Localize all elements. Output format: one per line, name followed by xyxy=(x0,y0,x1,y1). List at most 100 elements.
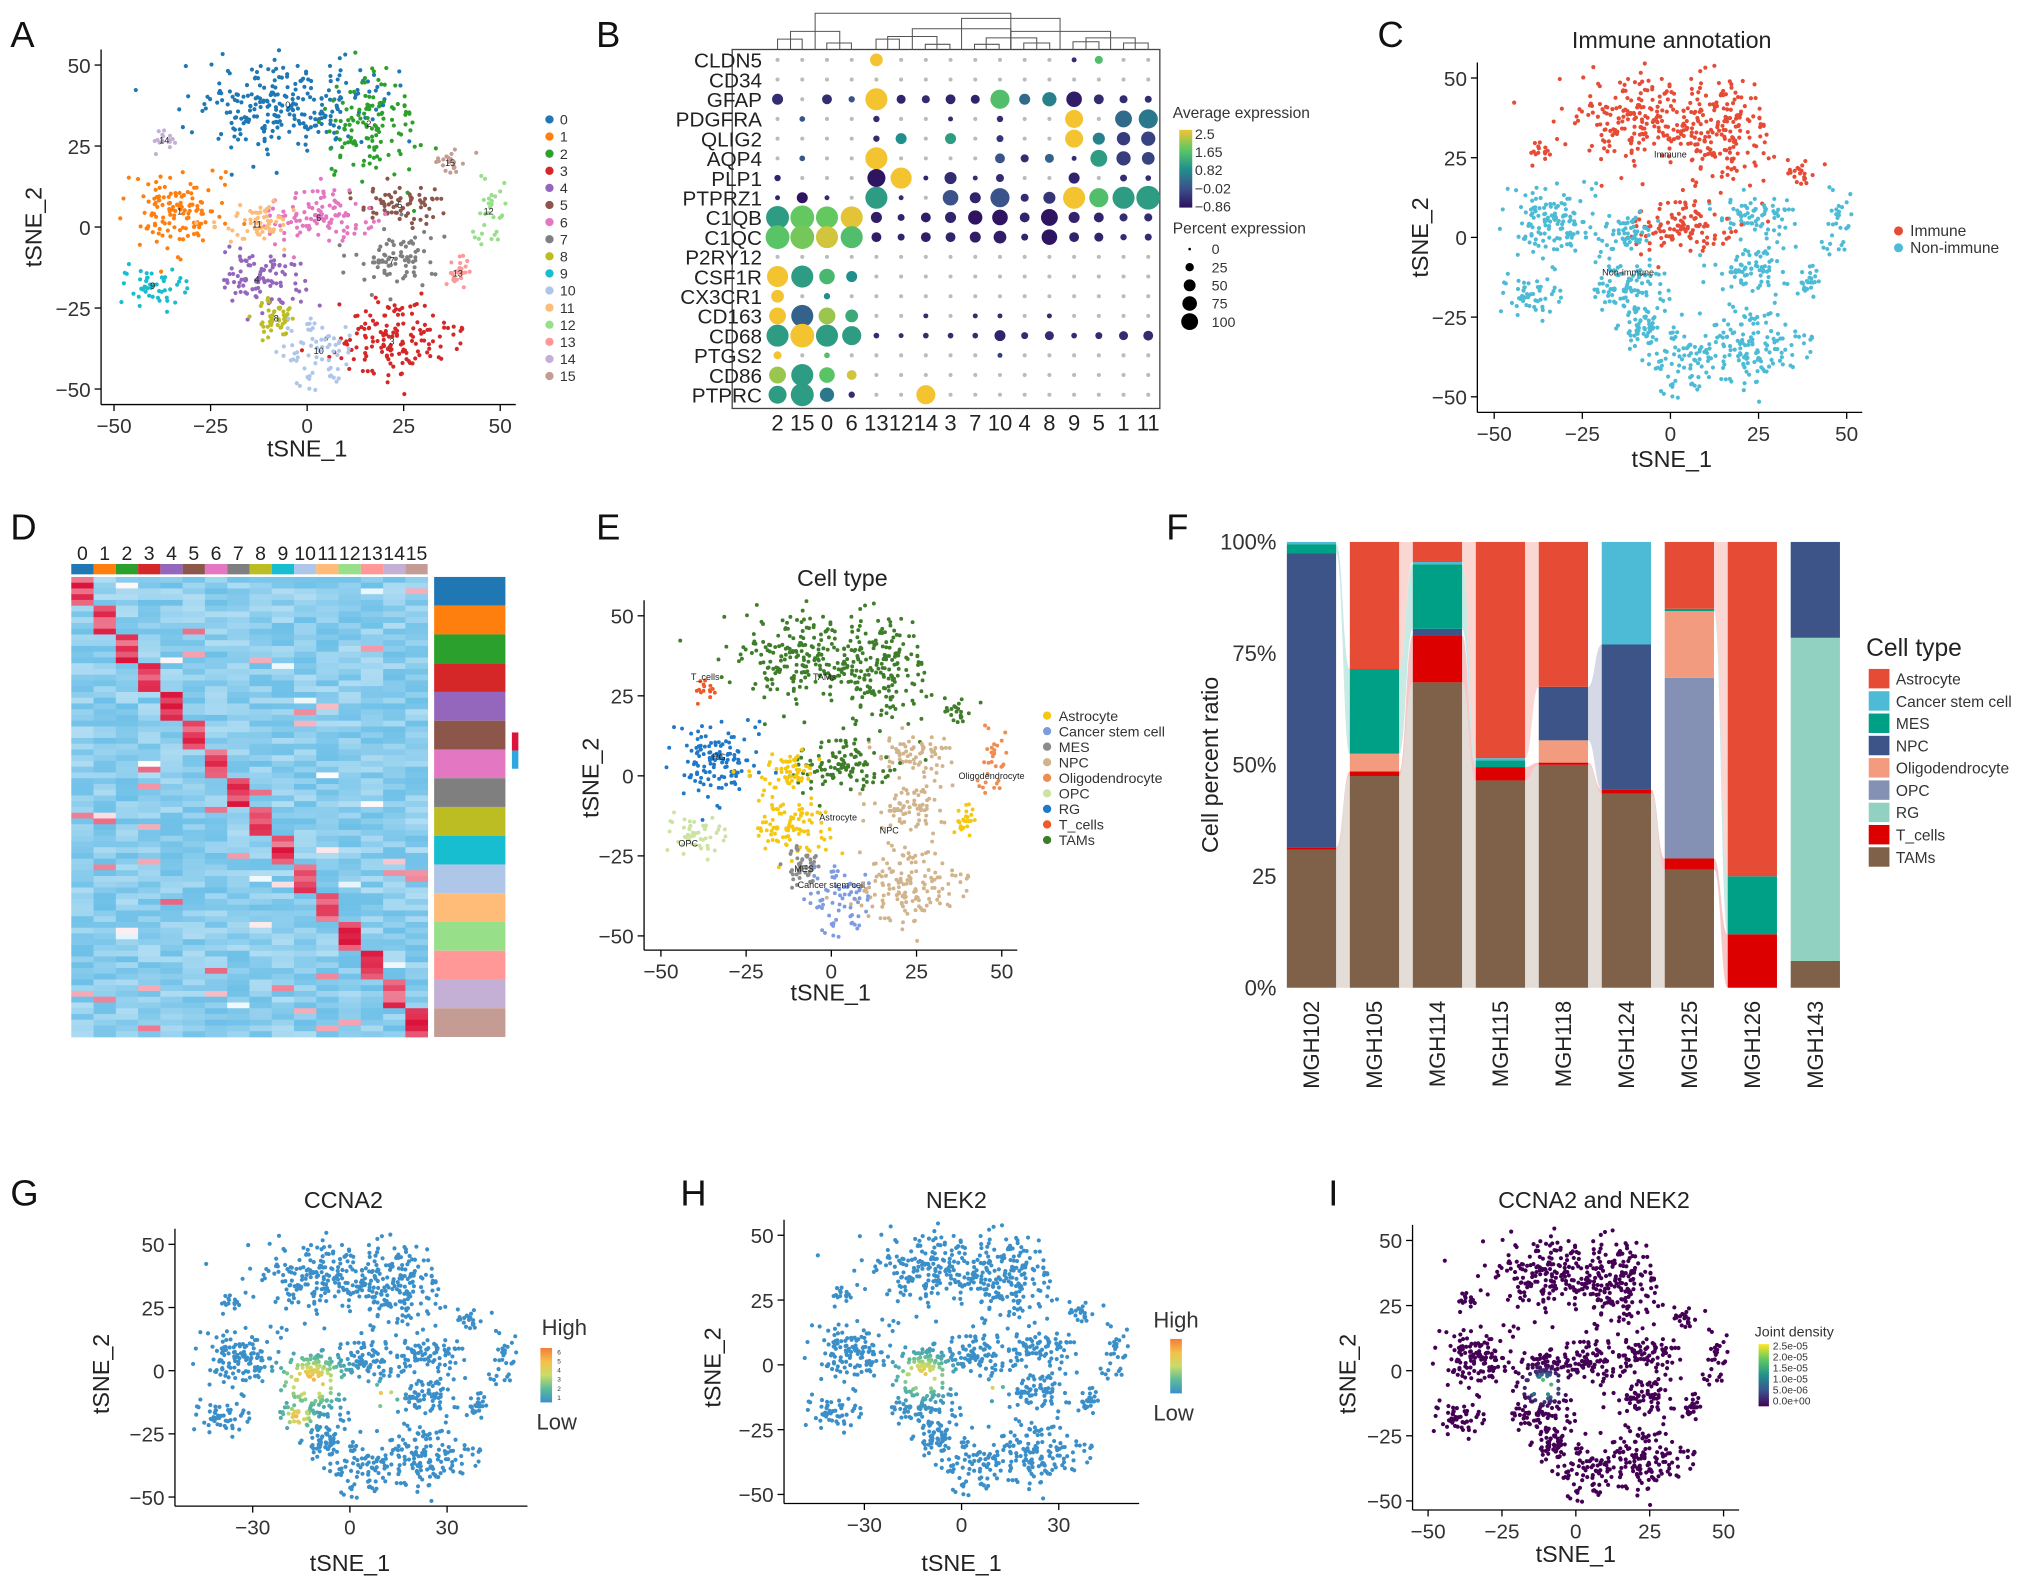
data-point xyxy=(219,1350,225,1356)
data-point xyxy=(1676,369,1681,374)
data-point xyxy=(436,1454,441,1459)
data-point xyxy=(1605,149,1610,154)
legend-low-g: Low xyxy=(537,1410,577,1435)
data-point xyxy=(1748,201,1753,206)
data-point xyxy=(722,827,727,832)
data-point xyxy=(194,220,199,226)
data-point xyxy=(904,655,909,660)
x-axis-label-a: tSNE_1 xyxy=(267,435,347,461)
data-point xyxy=(146,224,151,229)
data-point xyxy=(1739,95,1744,100)
data-point xyxy=(797,684,802,689)
data-point xyxy=(701,682,706,687)
data-point xyxy=(1762,212,1767,217)
data-point xyxy=(393,261,398,266)
data-point xyxy=(1543,296,1548,301)
data-point xyxy=(1745,220,1750,226)
data-point xyxy=(1549,292,1554,297)
data-point xyxy=(828,674,833,679)
data-point xyxy=(382,1285,387,1290)
data-point xyxy=(894,808,899,813)
data-point xyxy=(308,115,313,120)
data-point xyxy=(749,651,754,655)
data-point xyxy=(390,1281,395,1286)
legend-swatch-e xyxy=(1042,711,1052,720)
data-point xyxy=(406,1443,411,1449)
data-point xyxy=(1782,281,1787,286)
data-point xyxy=(375,154,380,159)
data-point xyxy=(335,107,340,112)
data-point xyxy=(735,770,740,775)
data-point xyxy=(411,270,416,275)
data-point xyxy=(420,1289,425,1294)
data-point xyxy=(1597,254,1602,259)
data-point xyxy=(1632,124,1637,129)
data-point xyxy=(829,641,834,646)
data-point xyxy=(1700,112,1706,118)
data-point xyxy=(953,705,958,710)
data-point xyxy=(872,750,877,755)
data-point xyxy=(452,160,457,165)
data-point xyxy=(1757,283,1763,288)
data-point xyxy=(419,331,424,336)
data-point xyxy=(214,1348,220,1353)
data-point xyxy=(1708,140,1714,145)
data-point xyxy=(1712,236,1717,241)
data-point xyxy=(402,1284,407,1289)
data-point xyxy=(920,852,925,857)
data-point xyxy=(1701,238,1706,244)
data-point xyxy=(404,350,409,355)
data-point xyxy=(916,672,921,677)
data-point xyxy=(177,228,183,233)
legend-high-h: High xyxy=(1153,1307,1198,1332)
data-point xyxy=(1598,249,1603,254)
legend-label-a: 4 xyxy=(560,181,568,197)
data-point xyxy=(680,726,684,731)
data-point xyxy=(967,833,972,838)
data-point xyxy=(307,204,312,210)
data-point xyxy=(451,324,456,329)
data-point xyxy=(813,679,818,684)
data-point xyxy=(138,269,143,274)
legend-title-percent-expression: Percent expression xyxy=(1173,221,1306,238)
data-point xyxy=(222,182,228,187)
data-point xyxy=(1731,156,1736,161)
data-point xyxy=(389,138,394,143)
data-point xyxy=(983,723,987,728)
data-point xyxy=(756,770,761,775)
data-point xyxy=(1597,84,1602,89)
data-point xyxy=(763,846,768,851)
data-point xyxy=(1625,96,1630,101)
data-point xyxy=(393,1302,398,1307)
data-point xyxy=(847,773,852,778)
data-point xyxy=(884,755,889,760)
data-point xyxy=(370,318,376,323)
data-point xyxy=(826,635,831,640)
data-point xyxy=(854,718,859,723)
data-point xyxy=(1600,138,1606,143)
data-point xyxy=(860,787,865,792)
data-point xyxy=(738,652,743,657)
data-point xyxy=(950,873,955,878)
data-point xyxy=(959,827,964,832)
data-point xyxy=(799,755,804,760)
data-point xyxy=(849,679,853,684)
data-point xyxy=(908,827,913,832)
data-point xyxy=(965,873,970,878)
data-point xyxy=(281,237,287,242)
data-point xyxy=(435,1436,440,1441)
data-point xyxy=(1729,85,1734,90)
data-point xyxy=(255,76,261,81)
data-point xyxy=(835,661,840,665)
data-point xyxy=(298,299,303,304)
data-point xyxy=(408,254,413,259)
data-point xyxy=(1728,129,1733,134)
data-point xyxy=(175,282,180,287)
data-point xyxy=(312,321,317,326)
data-point xyxy=(1771,336,1776,341)
data-point xyxy=(1728,221,1733,226)
data-point xyxy=(1771,209,1776,214)
data-point xyxy=(872,892,877,897)
data-point xyxy=(896,666,901,671)
